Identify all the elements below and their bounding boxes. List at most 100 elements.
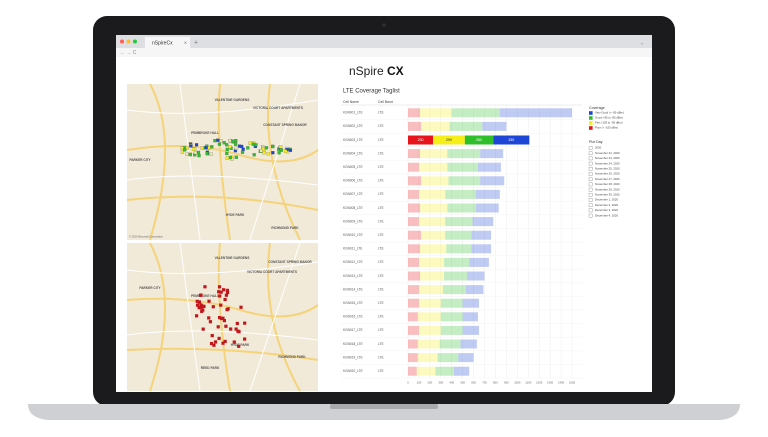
map-plot-point <box>201 327 205 331</box>
bar-segment <box>408 285 419 295</box>
bar-segment <box>408 121 422 131</box>
plot-day-checkbox[interactable] <box>588 177 593 181</box>
row-band: LTE <box>378 219 384 223</box>
map-plot-point <box>219 303 223 307</box>
map-plot-point <box>204 146 208 150</box>
column-header: Cell Name <box>343 100 359 104</box>
bar-segment <box>445 217 473 227</box>
bar-segment <box>493 135 530 145</box>
plot-day-checkbox[interactable] <box>588 213 593 218</box>
data-label: 290 <box>446 138 452 142</box>
plot-day-checkbox[interactable] <box>588 208 593 213</box>
map-plot-point <box>225 143 229 147</box>
map-plot-point <box>223 339 227 344</box>
map-plot-point <box>288 148 293 152</box>
coverage-map[interactable]: VALENTINE GARDENS VICTORIA COURT APARTME… <box>126 83 319 241</box>
bar-segment <box>447 162 478 172</box>
x-tick-label: 900 <box>504 381 509 385</box>
row-band: LTE <box>378 355 384 359</box>
map-label: RICHMOND PARK <box>271 226 299 230</box>
map-plot-point <box>209 152 213 156</box>
nav-buttons[interactable]: ← → C <box>120 50 137 56</box>
plot-day-checkbox[interactable] <box>588 151 593 155</box>
data-label: 230 <box>418 138 424 142</box>
browser-tab[interactable] <box>145 37 190 48</box>
x-tick-label: 1500 <box>569 381 576 385</box>
x-tick-label: 1000 <box>514 381 521 385</box>
bar-segment <box>418 257 445 267</box>
map-plot-point <box>279 148 283 152</box>
row-label: KGN010_LTE <box>343 233 363 237</box>
bar-segment <box>408 366 417 376</box>
bar-segment <box>420 271 445 281</box>
row-band: LTE <box>378 260 384 264</box>
map-plot-point <box>259 149 263 153</box>
plot-day-checkbox[interactable] <box>588 156 593 161</box>
map-plot-point <box>237 344 241 348</box>
coverage-map[interactable]: VALENTINE GARDENS CONSTANT SPRING MANOR … <box>126 242 319 392</box>
close-button[interactable] <box>120 39 124 44</box>
map-plot-point <box>222 141 226 145</box>
map-plot-point <box>210 334 214 338</box>
bar-segment <box>444 257 470 267</box>
plot-day-checkbox[interactable] <box>588 187 593 192</box>
row-band: LTE <box>378 342 384 346</box>
map-plot-point <box>228 145 232 149</box>
map-plot-point <box>194 143 199 147</box>
map-plot-point <box>180 146 184 150</box>
map-plot-point <box>200 146 204 150</box>
x-tick-label: 100 <box>417 381 422 385</box>
map-plot-point <box>212 343 216 347</box>
bar-segment <box>449 121 483 131</box>
bar-segment <box>472 217 494 227</box>
plot-day-checkbox[interactable] <box>588 167 593 171</box>
laptop-base <box>28 404 740 420</box>
map-plot-point <box>278 145 283 149</box>
column-header: Cell Band <box>378 100 393 104</box>
plot-day-checkbox[interactable] <box>588 172 593 176</box>
map-plot-point <box>243 321 247 325</box>
coverage-chart: 0 100 200 300 400 500 600 700 800 900 1000 1100 1200… <box>341 106 582 385</box>
map-plot-point <box>234 146 238 150</box>
row-label: KGN002_LTE <box>343 124 363 128</box>
map-plot-point <box>189 144 193 148</box>
map-label: VALENTINE GARDENS <box>215 256 250 260</box>
toolbar <box>116 48 652 57</box>
bar-segment <box>460 339 477 349</box>
window-menu[interactable]: ⌄ <box>640 40 644 46</box>
map-plot-point <box>221 341 225 345</box>
plot-day-label: December 1, 2020 <box>595 198 618 202</box>
map-label: VALENTINE GARDENS <box>215 98 250 102</box>
bar-segment <box>445 189 476 199</box>
map-plot-point <box>208 320 213 324</box>
tab-bar <box>116 35 652 48</box>
bar-segment <box>408 189 419 199</box>
plot-day-checkbox[interactable] <box>588 203 593 207</box>
bar-segment <box>447 203 476 213</box>
plot-day-checkbox[interactable] <box>588 146 593 150</box>
map-streets <box>126 242 319 392</box>
map-plot-point <box>218 315 222 320</box>
map-plot-point <box>254 143 258 147</box>
row-label: KGN019_LTE <box>343 355 363 359</box>
bar-segment <box>421 230 446 240</box>
plot-day-checkbox[interactable] <box>588 198 593 202</box>
plot-day-checkbox[interactable] <box>588 193 593 197</box>
maximize-button[interactable] <box>133 39 137 44</box>
minimize-button[interactable] <box>126 39 131 44</box>
tab-close[interactable]: × <box>184 40 187 46</box>
plot-day-label: November 22, 2020 <box>595 151 620 155</box>
plot-day-checkbox[interactable] <box>588 182 593 187</box>
map-plot-point <box>197 153 201 158</box>
bar-segment <box>471 230 492 240</box>
map-plot-point <box>217 290 221 294</box>
row-band: LTE <box>378 328 384 332</box>
bar-segment <box>408 312 418 322</box>
new-tab[interactable]: + <box>194 39 198 46</box>
bar-segment <box>462 312 478 322</box>
x-tick-label: 1300 <box>547 381 554 385</box>
plot-day-checkbox[interactable] <box>588 161 593 166</box>
bar-segment <box>475 189 500 199</box>
bar-segment <box>420 244 447 254</box>
